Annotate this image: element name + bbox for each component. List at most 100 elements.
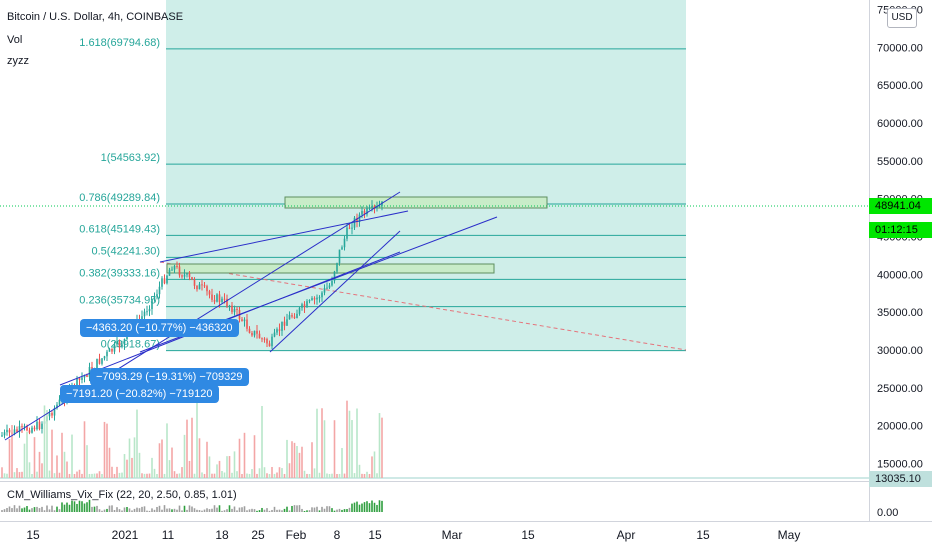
vix-fix-bar [343,509,346,512]
volume-bar [278,467,281,478]
volume-bar [211,473,213,478]
candle-body [361,211,363,215]
vix-fix-bar [378,500,381,512]
candle-body [56,404,58,409]
price-axis-tick: 35000.00 [877,307,923,319]
vix-fix-bar [248,509,251,512]
candle-body [101,358,103,364]
vix-fix-bar [18,505,21,512]
vix-fix-bar [116,507,118,512]
candle-body [268,343,271,347]
volume-bar [133,437,136,478]
candle-body [156,294,158,297]
vix-fix-bar [41,506,43,512]
vix-fix-bar [71,500,73,512]
vix-fix-bar [283,508,286,512]
candle-body [96,358,98,369]
volume-bar [256,473,258,478]
vix-fix-bar [306,510,308,512]
symbol-title[interactable]: Bitcoin / U.S. Dollar, 4h, COINBASE [7,11,184,23]
vix-fix-bar [31,508,33,512]
vix-fix-bar [191,506,193,512]
volume-indicator-label[interactable]: Vol [7,34,23,46]
time-axis-tick: 11 [162,528,175,542]
candle-body [26,426,28,431]
volume-bar [208,456,211,478]
measure-label-3[interactable]: −7191.20 (−20.82%) −719120 [60,385,219,403]
volume-bar [308,474,311,478]
volume-bar [186,419,188,478]
vix-fix-bar [16,508,18,512]
volume-bar [166,423,168,478]
volume-bar [16,468,18,478]
volume-bar [233,451,236,478]
vix-fix-bar [381,500,383,512]
volume-bar [181,467,183,478]
volume-level-badge: 13035.10 [869,471,932,487]
candle-body [283,321,286,326]
volume-bar [346,400,348,478]
volume-bar [123,454,126,478]
candle-body [341,247,343,250]
volume-bar [103,421,106,478]
candle-body [298,307,301,314]
candle-body [373,206,376,208]
time-axis-tick: May [778,528,801,542]
candle-body [143,311,146,317]
vix-fix-bar [33,507,36,512]
volume-bar [6,473,8,478]
volume-bar [298,452,301,478]
volume-bar [251,469,253,478]
vix-fix-bar [8,506,11,512]
volume-bar [48,470,51,478]
vix-fix-bar [46,505,48,512]
candle-body [203,285,206,287]
volume-bar [218,460,221,478]
volume-bar [216,464,218,478]
candle-body [308,300,311,302]
candle-body [48,413,51,417]
measure-label-1[interactable]: −4363.20 (−10.77%) −436320 [80,319,239,337]
candle-body [261,338,263,340]
candle-body [76,378,78,388]
vix-fix-bar [183,505,186,512]
vix-fix-bar [1,510,3,512]
candle-body [378,205,381,207]
volume-bar [41,463,43,478]
vix-fix-indicator-label[interactable]: CM_Williams_Vix_Fix (22, 20, 2.50, 0.85,… [7,489,237,501]
vix-fix-bar [208,509,211,512]
candle-body [166,275,168,284]
candle-body [36,421,38,430]
candle-body [318,297,321,299]
volume-bar [336,474,338,478]
vix-fix-bar [326,506,328,512]
currency-button[interactable]: USD [887,8,917,28]
price-axis-tick: 20000.00 [877,421,923,433]
indicator-axis-tick: 0.00 [877,507,898,519]
volume-bar [78,469,81,478]
vix-fix-bar [121,510,123,512]
vix-fix-bar [356,501,358,512]
candle-body [146,311,148,313]
volume-bar [91,473,93,478]
volume-bar [286,439,288,478]
vix-fix-bar [61,502,63,512]
candle-body [236,308,238,310]
vix-fix-bar [101,510,103,512]
vix-fix-bar [351,503,353,512]
vix-fix-bar [341,509,343,512]
candle-body [158,286,161,295]
volume-bar [268,473,271,478]
candle-body [333,271,336,281]
zyzz-indicator-label[interactable]: zyzz [7,55,29,67]
candle-body [178,266,181,276]
dashed-projection-line [159,261,687,351]
candle-body [201,284,203,286]
vix-fix-bar [376,504,378,512]
volume-bar [118,472,121,478]
candle-body [218,294,221,302]
volume-bar [8,438,11,478]
measure-label-2[interactable]: −7093.29 (−19.31%) −709329 [90,368,249,386]
vix-fix-bar [301,508,303,512]
